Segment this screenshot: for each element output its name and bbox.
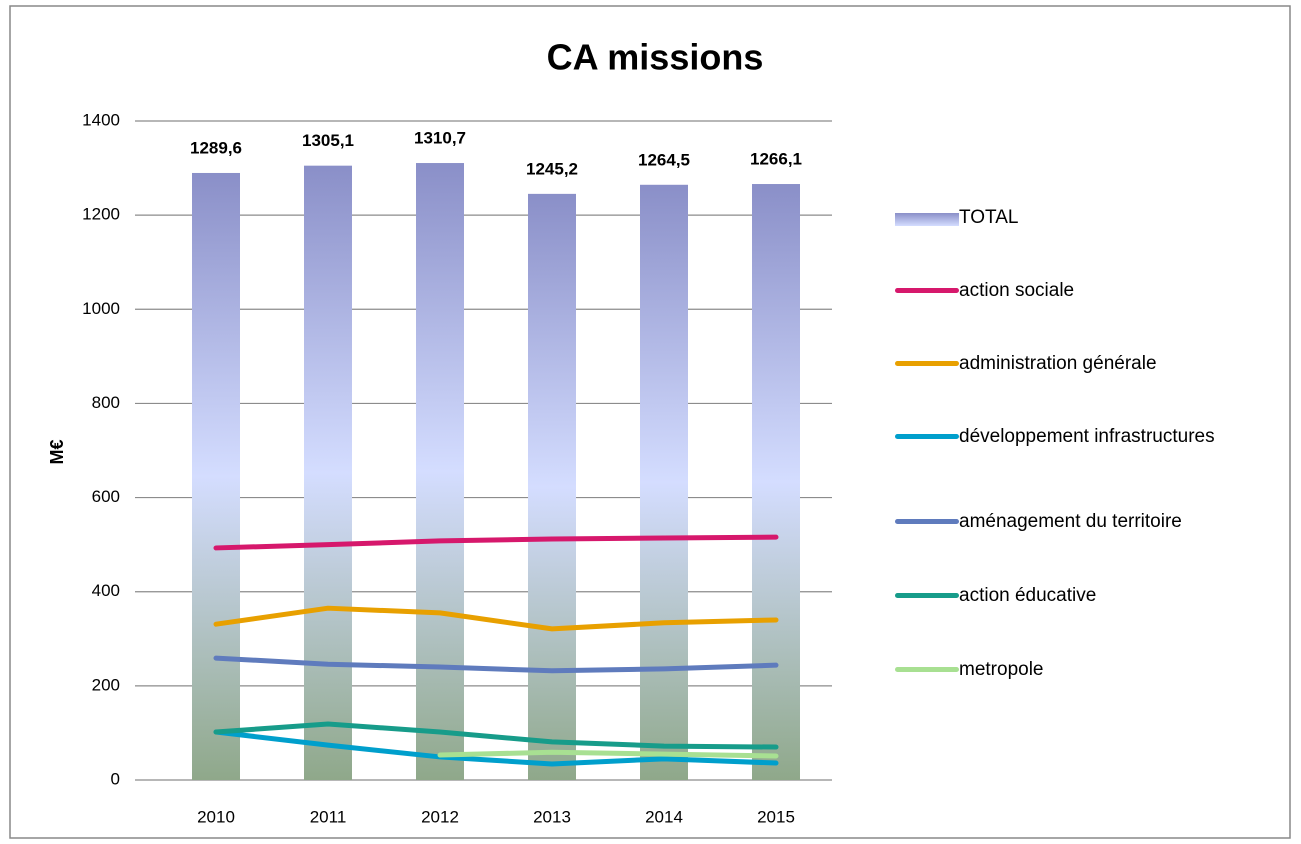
legend-swatch — [895, 351, 959, 377]
line-series — [213, 729, 779, 767]
line-series — [213, 534, 779, 551]
legend-swatch — [895, 205, 959, 231]
legend-marker — [895, 519, 959, 524]
legend-swatch — [895, 509, 959, 535]
legend-label: metropole — [959, 659, 1044, 680]
legend-swatch — [895, 278, 959, 304]
legend-label: développement infrastructures — [959, 426, 1215, 447]
legend-swatch — [895, 657, 959, 683]
legend-swatch — [895, 424, 959, 450]
bar — [192, 172, 240, 780]
y-tick-label: 1400 — [82, 110, 120, 129]
legend-label: action sociale — [959, 280, 1075, 301]
legend-marker — [895, 288, 959, 293]
line-series — [437, 749, 779, 759]
legend-label: action éducative — [959, 585, 1097, 606]
legend-marker — [895, 593, 959, 598]
legend-marker — [895, 213, 959, 226]
x-tick-label: 2014 — [645, 807, 683, 826]
bar — [752, 184, 800, 781]
y-tick-label: 600 — [92, 487, 120, 506]
y-tick-label: 1200 — [82, 205, 120, 224]
legend-item: développement infrastructures — [895, 424, 1259, 450]
data-label: 1245,2 — [526, 159, 578, 178]
data-label: 1305,1 — [302, 131, 354, 150]
legend-marker — [895, 434, 959, 439]
data-label: 1289,6 — [190, 138, 242, 157]
y-axis-label: M€ — [47, 439, 67, 464]
line-series — [213, 655, 779, 674]
x-tick-label: 2010 — [197, 807, 235, 826]
legend-marker — [895, 667, 959, 672]
chart-title: CA missions — [547, 37, 764, 78]
legend-item: metropole — [895, 657, 1259, 683]
legend-label: aménagement du territoire — [959, 511, 1182, 532]
legend-item: administration générale — [895, 351, 1259, 377]
x-tick-label: 2012 — [421, 807, 459, 826]
bar — [528, 193, 576, 780]
data-label: 1264,5 — [638, 150, 690, 169]
legend-swatch — [895, 583, 959, 609]
y-tick-label: 800 — [92, 393, 120, 412]
legend-marker — [895, 361, 959, 366]
y-tick-label: 400 — [92, 581, 120, 600]
y-tick-label: 200 — [92, 675, 120, 694]
data-label: 1266,1 — [750, 150, 802, 169]
legend-item: aménagement du territoire — [895, 509, 1259, 535]
line-series — [213, 721, 779, 750]
x-tick-label: 2011 — [310, 807, 347, 826]
bar — [304, 165, 352, 781]
legend-item: action sociale — [895, 278, 1259, 304]
x-tick-label: 2013 — [533, 807, 571, 826]
legend-label: TOTAL — [959, 207, 1019, 228]
legend-item: TOTAL — [895, 205, 1259, 231]
y-tick-label: 0 — [111, 769, 120, 788]
legend-item: action éducative — [895, 583, 1259, 609]
line-series — [213, 605, 779, 632]
legend-label: administration générale — [959, 353, 1157, 374]
data-label: 1310,7 — [414, 129, 466, 148]
bar — [416, 163, 464, 780]
bar — [640, 184, 688, 780]
y-tick-label: 1000 — [82, 299, 120, 318]
x-tick-label: 2015 — [757, 807, 795, 826]
